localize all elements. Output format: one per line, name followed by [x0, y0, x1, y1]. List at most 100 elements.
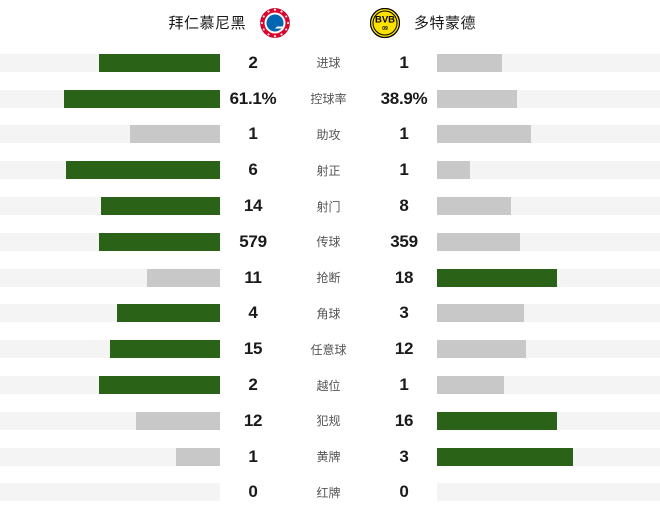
away-bar-cell [437, 260, 660, 296]
home-bar-cell [0, 224, 220, 260]
svg-text:09: 09 [382, 26, 388, 32]
home-bar-fill [63, 89, 220, 108]
home-bar-cell [0, 475, 220, 511]
away-bar-fill [437, 376, 504, 395]
away-bar-fill [437, 232, 520, 251]
stat-label: 越位 [316, 378, 341, 393]
away-bar-fill [437, 268, 558, 287]
home-stat-value: 2 [248, 52, 258, 72]
away-bar-fill [437, 304, 524, 323]
stat-label: 角球 [316, 306, 341, 321]
away-stat-value: 12 [394, 339, 414, 359]
away-bar-fill [437, 411, 558, 430]
away-bar-cell [437, 475, 660, 511]
home-stat-value: 4 [248, 303, 258, 323]
home-bar-fill [99, 53, 220, 72]
away-stat-value: 18 [394, 267, 414, 287]
stat-label: 射门 [316, 199, 341, 214]
stat-label: 抢断 [316, 271, 341, 286]
away-team-block: BVB 09 多特蒙德 [369, 7, 560, 38]
home-stat-value: 1 [248, 446, 258, 466]
home-bar-cell [0, 439, 220, 475]
stats-rows-list: 2 进球 1 61.1% 控球率 38.9% 1 助攻 1 6 射正 1 14 射门 8 579 传球 359 11… [0, 45, 660, 510]
home-stat-value: 12 [243, 410, 263, 430]
stat-label: 进球 [316, 56, 341, 71]
away-bar-cell [437, 403, 660, 439]
stat-row: 14 射门 8 [0, 188, 660, 224]
home-team-block: 拜仁慕尼黑 [100, 7, 290, 38]
teams-header: 拜仁慕尼黑 [0, 0, 660, 45]
home-stat-value: 2 [248, 375, 258, 395]
stat-label: 传球 [316, 235, 341, 250]
away-stat-value: 0 [399, 482, 409, 502]
stat-row: 6 射正 1 [0, 152, 660, 188]
stat-label: 红牌 [316, 485, 341, 500]
away-bar-fill [437, 340, 527, 359]
home-stat-value: 0 [248, 482, 258, 502]
home-bar-track [0, 483, 220, 502]
home-bar-fill [129, 125, 220, 144]
home-stat-value: 6 [248, 160, 258, 180]
home-bar-fill [99, 376, 220, 395]
home-bar-cell [0, 152, 220, 188]
away-stat-value: 3 [399, 446, 409, 466]
away-bar-fill [437, 89, 518, 108]
home-bar-cell [0, 188, 220, 224]
stat-label: 犯规 [316, 414, 341, 429]
away-bar-cell [437, 188, 660, 224]
away-bar-track [437, 483, 660, 502]
away-stat-value: 1 [399, 375, 409, 395]
home-stat-value: 1 [248, 124, 258, 144]
home-stat-value: 61.1% [229, 88, 277, 108]
away-bar-fill [437, 447, 574, 466]
stat-label: 任意球 [310, 342, 347, 357]
home-bar-cell [0, 331, 220, 367]
away-bar-fill [437, 125, 531, 144]
away-bar-fill [437, 53, 502, 72]
away-bar-cell [437, 224, 660, 260]
bayern-munich-crest-icon [260, 7, 290, 38]
away-bar-cell [437, 81, 660, 117]
stat-row: 15 任意球 12 [0, 331, 660, 367]
home-team-name: 拜仁慕尼黑 [168, 15, 246, 32]
home-bar-fill [116, 304, 220, 323]
stat-row: 1 助攻 1 [0, 117, 660, 153]
home-bar-cell [0, 45, 220, 81]
home-stat-value: 11 [244, 267, 262, 287]
away-bar-cell [437, 367, 660, 403]
away-stat-value: 3 [399, 303, 409, 323]
away-stat-value: 1 [399, 124, 409, 144]
home-stat-value: 15 [243, 339, 263, 359]
away-bar-cell [437, 296, 660, 332]
away-stat-value: 8 [399, 196, 409, 216]
away-stat-value: 1 [399, 52, 409, 72]
stat-label: 助攻 [316, 127, 341, 142]
home-stat-value: 579 [239, 231, 267, 251]
home-bar-track [0, 447, 220, 466]
away-stat-value: 1 [399, 160, 409, 180]
home-bar-fill [147, 268, 220, 287]
stat-row: 4 角球 3 [0, 296, 660, 332]
home-bar-fill [101, 197, 220, 216]
stat-row: 2 越位 1 [0, 367, 660, 403]
stat-row: 579 传球 359 [0, 224, 660, 260]
away-stat-value: 16 [394, 410, 414, 430]
away-stat-value: 359 [390, 231, 418, 251]
home-bar-cell [0, 367, 220, 403]
stat-label: 黄牌 [316, 450, 341, 465]
svg-text:BVB: BVB [375, 14, 395, 25]
away-bar-fill [437, 197, 511, 216]
stat-row: 2 进球 1 [0, 45, 660, 81]
away-stat-value: 38.9% [380, 88, 428, 108]
stat-row: 0 红牌 0 [0, 475, 660, 511]
home-stat-value: 14 [243, 196, 263, 216]
home-bar-cell [0, 403, 220, 439]
stat-row: 61.1% 控球率 38.9% [0, 81, 660, 117]
home-bar-cell [0, 117, 220, 153]
stat-row: 12 犯规 16 [0, 403, 660, 439]
home-bar-fill [136, 411, 220, 430]
home-bar-fill [66, 161, 220, 180]
stat-row: 11 抢断 18 [0, 260, 660, 296]
away-bar-cell [437, 439, 660, 475]
